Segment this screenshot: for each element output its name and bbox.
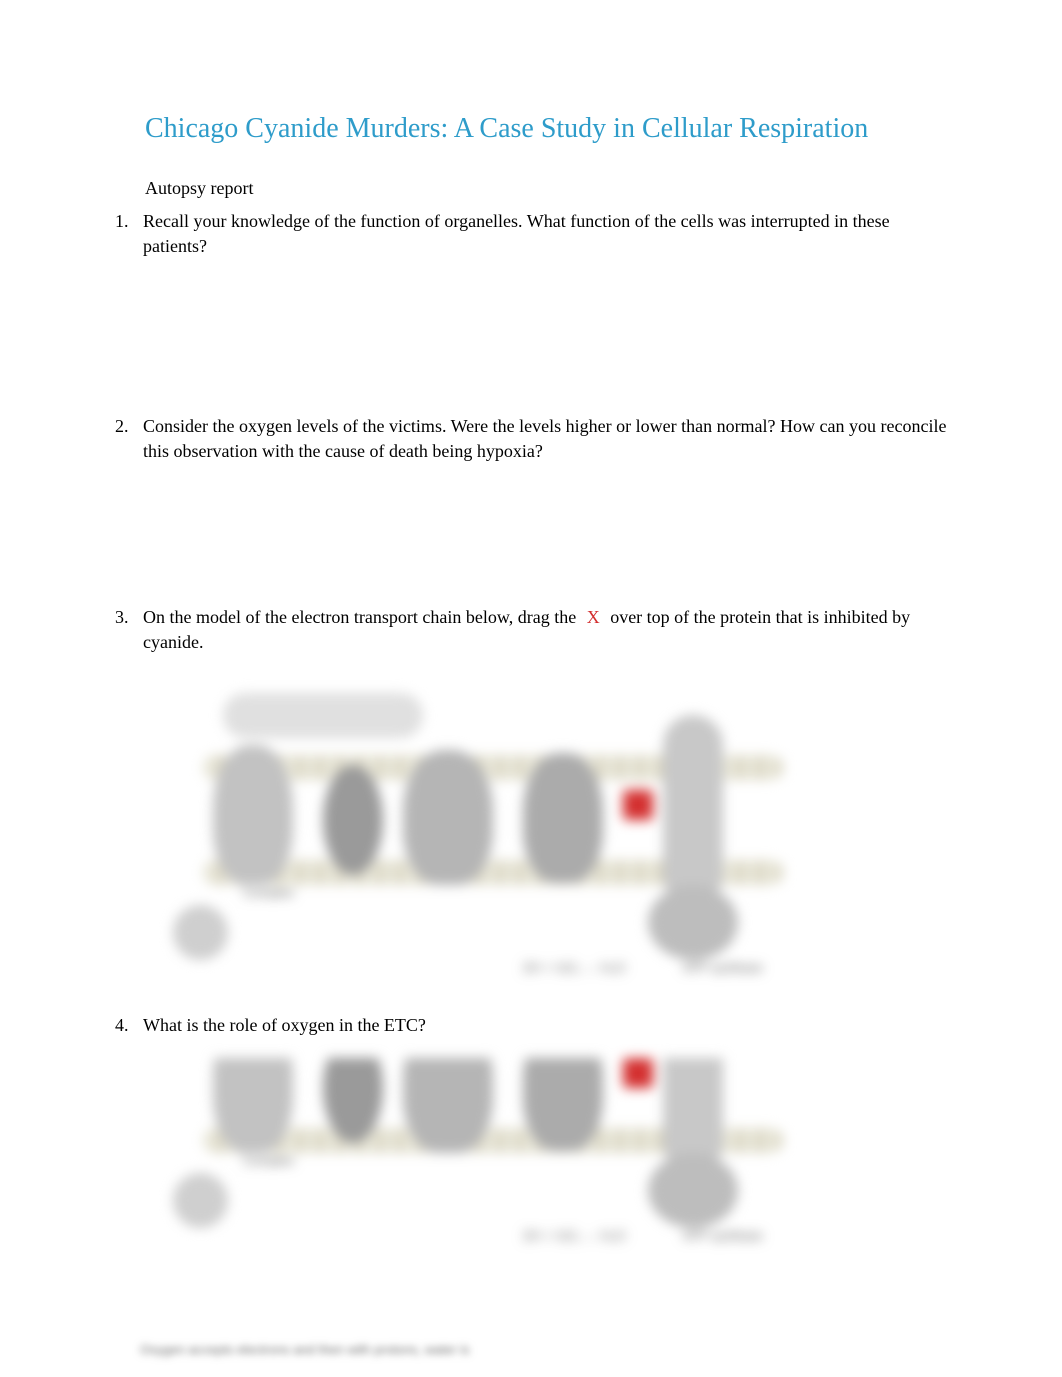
atp-synthase-head — [648, 1153, 738, 1228]
diagram-label-complex: Complex — [243, 1153, 294, 1168]
complex-4 — [523, 753, 603, 883]
etc-diagram[interactable]: 2H + ½O₂ → H₂O ATP synthase Complex — [143, 675, 793, 995]
question-text: What is the role of oxygen in the ETC? — [143, 1015, 426, 1035]
diagram-label-water: 2H + ½O₂ → H₂O — [523, 1228, 625, 1243]
atp-synthase-head — [648, 885, 738, 960]
question-2: Consider the oxygen levels of the victim… — [115, 414, 947, 464]
question-list-2: What is the role of oxygen in the ETC? — [115, 1013, 947, 1038]
atp-synthase-stalk — [663, 715, 723, 905]
question-text: Recall your knowledge of the function of… — [143, 211, 890, 256]
x-marker-placed[interactable] — [623, 790, 653, 820]
question-text: Consider the oxygen levels of the victim… — [143, 416, 946, 461]
etc-diagram-2: 2H + ½O₂ → H₂O ATP synthase Complex — [143, 1058, 793, 1273]
diagram-label-atp: ATP synthase — [683, 960, 763, 975]
question-3: On the model of the electron transport c… — [115, 605, 947, 655]
complex-1 — [213, 745, 293, 885]
nadh-icon — [173, 905, 228, 960]
x-marker-placed — [623, 1058, 653, 1088]
page-title: Chicago Cyanide Murders: A Case Study in… — [115, 110, 947, 148]
etc-diagram-container: 2H + ½O₂ → H₂O ATP synthase Complex — [115, 675, 947, 995]
diagram-label-water: 2H + ½O₂ → H₂O — [523, 960, 625, 975]
etc-diagram-2-container: 2H + ½O₂ → H₂O ATP synthase Complex — [115, 1058, 947, 1273]
diagram-label-atp: ATP synthase — [683, 1228, 763, 1243]
footer-text: Oxygen accepts electrons and then with p… — [140, 1342, 470, 1357]
subtitle: Autopsy report — [115, 178, 947, 199]
complex-3 — [403, 1058, 493, 1153]
diagram-label-pill — [223, 693, 423, 738]
diagram-label-complex: Complex — [243, 885, 294, 900]
question-list: Recall your knowledge of the function of… — [115, 209, 947, 655]
question-4: What is the role of oxygen in the ETC? — [115, 1013, 947, 1038]
complex-3 — [403, 750, 493, 885]
x-marker[interactable]: X — [581, 607, 606, 627]
nadh-icon — [173, 1173, 228, 1228]
complex-4 — [523, 1058, 603, 1151]
complex-q — [323, 765, 383, 875]
complex-1 — [213, 1058, 293, 1153]
question-text-before: On the model of the electron transport c… — [143, 607, 581, 627]
question-1: Recall your knowledge of the function of… — [115, 209, 947, 259]
